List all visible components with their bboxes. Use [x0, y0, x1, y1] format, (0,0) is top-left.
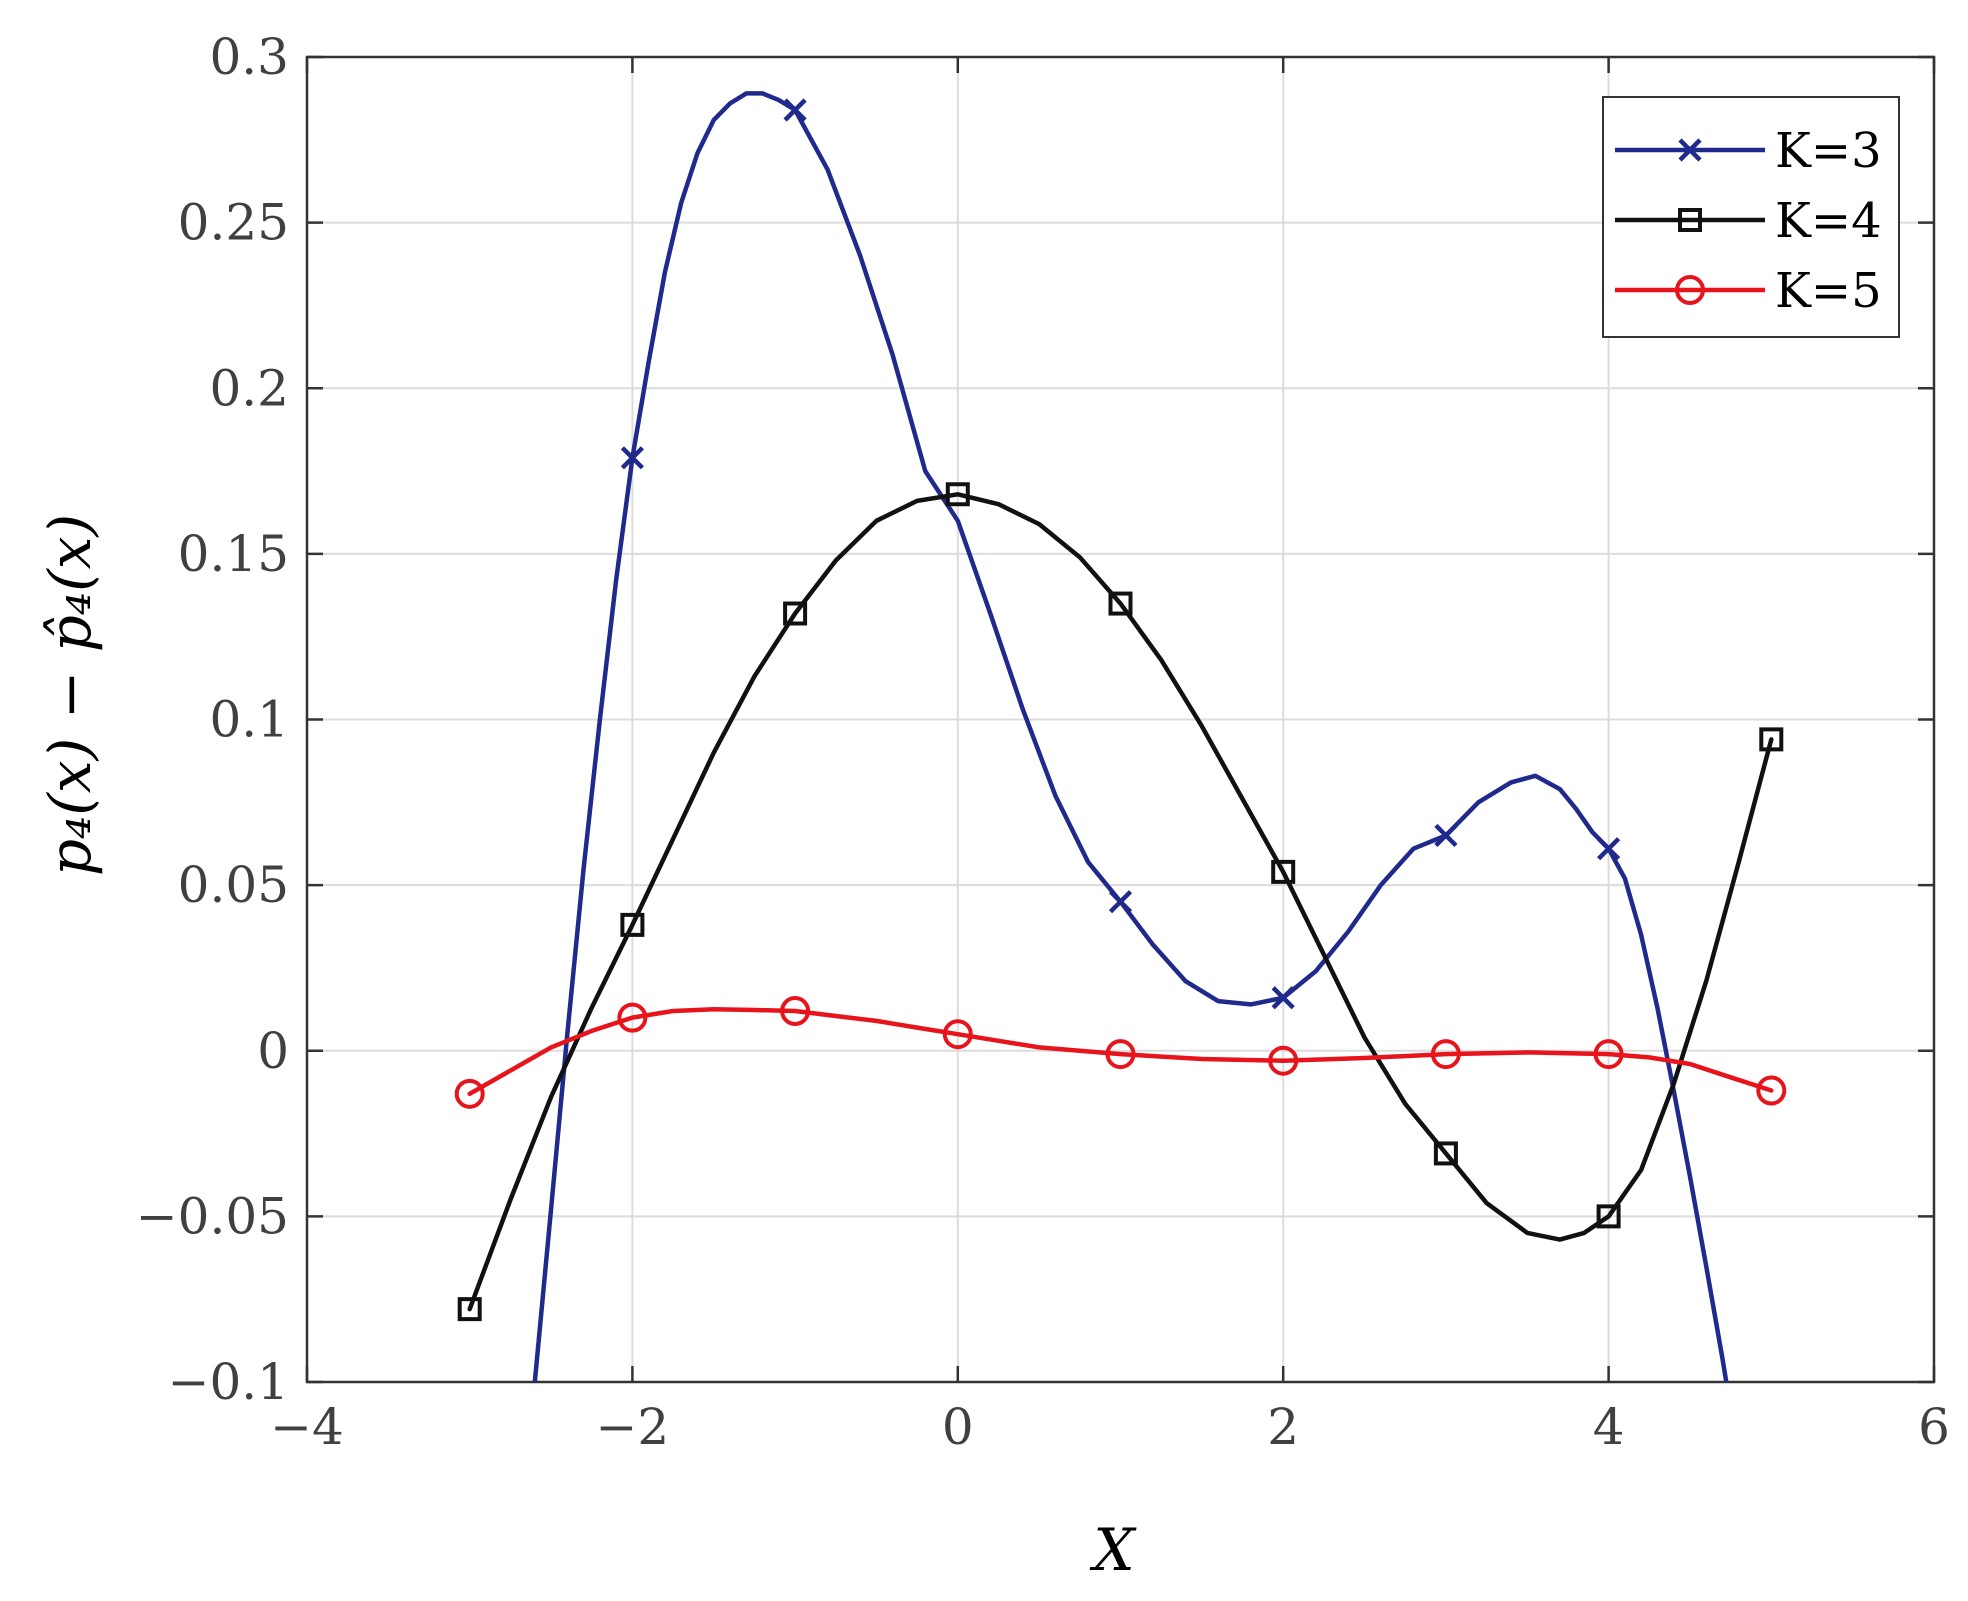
y-tick-label: 0.15 [178, 525, 289, 583]
x-axis-label: X [1089, 1516, 1137, 1584]
data-point [454, 1078, 485, 1109]
data-point [1434, 823, 1458, 848]
legend-marker [1675, 275, 1705, 305]
legend-entry: K=5 [1615, 263, 1882, 319]
y-axis-label: p₄(x) − p̂₄(x) [36, 514, 104, 876]
y-tick-label: 0.2 [209, 359, 289, 417]
data-point [942, 1019, 973, 1050]
y-tick-label: 0.3 [209, 28, 289, 86]
axes [305, 55, 1936, 1384]
data-point [1271, 859, 1296, 884]
series-K=4 [457, 482, 1784, 1322]
x-tick-label: 2 [1267, 1398, 1299, 1456]
data-point [1105, 1039, 1136, 1070]
data-point [620, 446, 644, 470]
legend-marker [1678, 138, 1702, 162]
data-point [783, 98, 807, 122]
y-tick-label: 0.25 [178, 194, 289, 252]
data-point [780, 996, 811, 1026]
data-point [1593, 1039, 1624, 1070]
legend-label: K=4 [1775, 193, 1882, 249]
data-point [1430, 1039, 1461, 1070]
series-line [532, 91, 1729, 1382]
series-line [467, 492, 1774, 1312]
data-point [1271, 986, 1295, 1010]
data-point [617, 1002, 648, 1033]
legend-label: K=5 [1775, 263, 1882, 319]
series-K=3 [532, 91, 1729, 1382]
legend-entry: K=3 [1615, 123, 1882, 179]
data-point [1433, 1141, 1458, 1166]
y-tick-label: −0.05 [136, 1187, 289, 1245]
x-tick-label: −2 [596, 1398, 670, 1456]
y-tick-label: −0.1 [168, 1353, 289, 1411]
x-tick-label: 4 [1593, 1398, 1625, 1456]
y-tick-label: 0.1 [209, 691, 289, 749]
data-point [1759, 727, 1784, 752]
data-point [1597, 837, 1621, 861]
legend-entry: K=4 [1615, 193, 1882, 249]
data-point [783, 601, 808, 626]
legend-items: K=3 K=4 K=5 [1615, 123, 1882, 319]
y-tick-label: 0.05 [178, 856, 289, 914]
x-tick-label: 6 [1918, 1398, 1950, 1456]
data-point [620, 912, 645, 937]
y-tick-label: 0 [257, 1022, 289, 1080]
tick-labels: −4 −2 0 2 4 6 −0.1 −0.05 0 0.05 0.1 0.15 0.2 0.25 0.3 [136, 28, 1950, 1456]
x-tick-label: 0 [942, 1398, 974, 1456]
legend-marker [1678, 208, 1702, 232]
x-tick-label: −4 [270, 1398, 344, 1456]
data-point [1268, 1045, 1299, 1076]
series-K=5 [454, 996, 1787, 1109]
data-point [1756, 1075, 1787, 1106]
data-point [1108, 890, 1133, 914]
data-point [1596, 1204, 1621, 1229]
legend-box [1602, 96, 1900, 338]
grid [307, 57, 1934, 1382]
legend-label: K=3 [1775, 123, 1882, 179]
plot-series [454, 91, 1787, 1382]
data-point [457, 1297, 482, 1322]
data-point [945, 482, 970, 507]
legend: K=3 K=4 K=5 [1602, 96, 1900, 338]
data-point [1108, 591, 1133, 616]
